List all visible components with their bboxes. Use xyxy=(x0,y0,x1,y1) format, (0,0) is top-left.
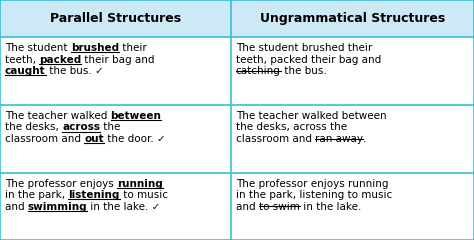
Text: to swim: to swim xyxy=(259,202,300,212)
Bar xyxy=(231,173,474,240)
Text: out: out xyxy=(84,134,104,144)
Text: The student brushed their: The student brushed their xyxy=(236,43,372,53)
Text: The professor enjoys: The professor enjoys xyxy=(5,179,117,189)
Text: ran away: ran away xyxy=(315,134,363,144)
Text: the desks, across the: the desks, across the xyxy=(236,122,347,132)
Text: the: the xyxy=(100,122,120,132)
Text: The professor enjoys running: The professor enjoys running xyxy=(236,179,388,189)
Text: the desks,: the desks, xyxy=(5,122,62,132)
Text: their bag and: their bag and xyxy=(82,55,155,65)
Text: catching: catching xyxy=(236,66,281,76)
Bar xyxy=(0,37,231,105)
Text: brushed: brushed xyxy=(71,43,119,53)
Text: listening: listening xyxy=(68,190,120,200)
Text: Ungrammatical Structures: Ungrammatical Structures xyxy=(260,12,445,25)
Text: swimming: swimming xyxy=(28,202,88,212)
Bar xyxy=(0,173,231,240)
Text: Parallel Structures: Parallel Structures xyxy=(50,12,181,25)
Text: The teacher walked between: The teacher walked between xyxy=(236,111,386,121)
Text: The teacher walked: The teacher walked xyxy=(5,111,110,121)
Text: classroom and: classroom and xyxy=(5,134,84,144)
Text: running: running xyxy=(117,179,163,189)
Bar xyxy=(0,0,231,37)
Text: classroom and: classroom and xyxy=(236,134,315,144)
Bar xyxy=(0,105,231,173)
Text: their: their xyxy=(119,43,146,53)
Text: across: across xyxy=(62,122,100,132)
Text: teeth,: teeth, xyxy=(5,55,39,65)
Text: .: . xyxy=(363,134,366,144)
Text: caught: caught xyxy=(5,66,46,76)
Text: in the lake.: in the lake. xyxy=(300,202,361,212)
Bar xyxy=(231,0,474,37)
Text: packed: packed xyxy=(39,55,82,65)
Text: The student: The student xyxy=(5,43,71,53)
Text: in the lake. ✓: in the lake. ✓ xyxy=(88,202,161,212)
Text: to music: to music xyxy=(120,190,168,200)
Bar xyxy=(231,37,474,105)
Text: teeth, packed their bag and: teeth, packed their bag and xyxy=(236,55,381,65)
Text: the bus.: the bus. xyxy=(281,66,327,76)
Text: between: between xyxy=(110,111,162,121)
Text: and: and xyxy=(5,202,28,212)
Text: and: and xyxy=(236,202,259,212)
Text: in the park,: in the park, xyxy=(5,190,68,200)
Text: the door. ✓: the door. ✓ xyxy=(104,134,165,144)
Bar xyxy=(231,105,474,173)
Text: the bus. ✓: the bus. ✓ xyxy=(46,66,103,76)
Text: in the park, listening to music: in the park, listening to music xyxy=(236,190,392,200)
